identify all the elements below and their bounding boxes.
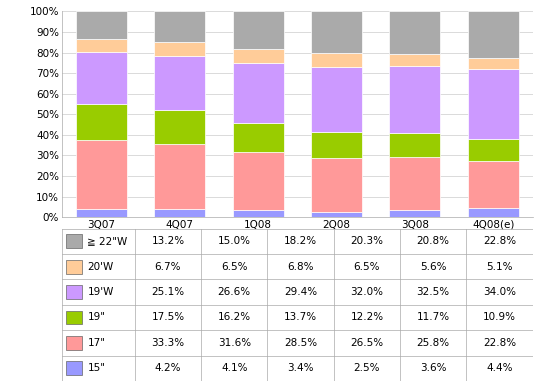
Text: 28.5%: 28.5% xyxy=(284,338,317,348)
Text: 20.8%: 20.8% xyxy=(416,236,450,246)
Text: 33.3%: 33.3% xyxy=(151,338,185,348)
Bar xyxy=(154,56,205,110)
Bar xyxy=(468,208,519,217)
Bar xyxy=(76,140,126,208)
Bar xyxy=(154,11,205,42)
Bar xyxy=(232,123,284,152)
Text: 4.4%: 4.4% xyxy=(486,363,513,373)
Text: 3.4%: 3.4% xyxy=(287,363,314,373)
Text: 4.1%: 4.1% xyxy=(221,363,247,373)
Text: 25.1%: 25.1% xyxy=(151,287,185,297)
Bar xyxy=(311,11,362,53)
Bar xyxy=(468,69,519,139)
Text: 20'W: 20'W xyxy=(87,262,114,272)
Text: 12.2%: 12.2% xyxy=(350,312,384,322)
Text: 6.8%: 6.8% xyxy=(287,262,314,272)
Text: 34.0%: 34.0% xyxy=(483,287,516,297)
Bar xyxy=(66,336,82,350)
Text: 13.7%: 13.7% xyxy=(284,312,317,322)
Bar xyxy=(232,63,284,123)
Bar xyxy=(154,42,205,56)
Text: 4.2%: 4.2% xyxy=(155,363,181,373)
Bar xyxy=(66,361,82,375)
Bar xyxy=(66,311,82,325)
Text: 31.6%: 31.6% xyxy=(218,338,251,348)
Bar xyxy=(311,67,362,133)
Text: 17": 17" xyxy=(87,338,105,348)
Text: 3.6%: 3.6% xyxy=(420,363,447,373)
Bar xyxy=(468,11,519,58)
Text: 6.5%: 6.5% xyxy=(221,262,247,272)
Text: 6.7%: 6.7% xyxy=(155,262,181,272)
Bar xyxy=(311,133,362,157)
Text: 6.5%: 6.5% xyxy=(353,262,380,272)
Bar xyxy=(232,210,284,217)
Bar xyxy=(468,139,519,161)
Bar xyxy=(468,161,519,208)
Text: 32.5%: 32.5% xyxy=(416,287,450,297)
Bar xyxy=(76,11,126,38)
Bar xyxy=(76,104,126,140)
Bar xyxy=(76,52,126,104)
Text: 15.0%: 15.0% xyxy=(218,236,251,246)
Bar xyxy=(154,144,205,209)
Text: 26.6%: 26.6% xyxy=(218,287,251,297)
Text: 18.2%: 18.2% xyxy=(284,236,317,246)
Text: 5.1%: 5.1% xyxy=(486,262,513,272)
Bar xyxy=(232,152,284,210)
Text: 10.9%: 10.9% xyxy=(483,312,516,322)
Bar xyxy=(66,234,82,248)
Text: 29.4%: 29.4% xyxy=(284,287,317,297)
Text: 22.8%: 22.8% xyxy=(483,236,516,246)
Bar xyxy=(311,157,362,212)
Text: 2.5%: 2.5% xyxy=(353,363,380,373)
Bar xyxy=(66,285,82,299)
Text: 15": 15" xyxy=(87,363,105,373)
Bar xyxy=(232,11,284,49)
Text: 22.8%: 22.8% xyxy=(483,338,516,348)
Bar xyxy=(390,133,441,157)
Text: 20.3%: 20.3% xyxy=(350,236,384,246)
Bar xyxy=(390,210,441,217)
Text: 5.6%: 5.6% xyxy=(420,262,447,272)
Bar xyxy=(390,11,441,54)
Bar xyxy=(154,110,205,144)
Bar xyxy=(76,38,126,52)
Bar xyxy=(232,49,284,63)
Bar xyxy=(468,58,519,69)
Text: 19'W: 19'W xyxy=(87,287,114,297)
Text: 17.5%: 17.5% xyxy=(151,312,185,322)
Bar xyxy=(390,66,441,133)
Bar xyxy=(66,260,82,274)
Bar xyxy=(311,53,362,67)
Bar xyxy=(390,54,441,66)
Text: ≧ 22"W: ≧ 22"W xyxy=(87,236,128,246)
Bar xyxy=(390,157,441,210)
Text: 26.5%: 26.5% xyxy=(350,338,384,348)
Text: 25.8%: 25.8% xyxy=(416,338,450,348)
Bar xyxy=(311,212,362,217)
Bar xyxy=(154,209,205,217)
Bar xyxy=(76,208,126,217)
Text: 19": 19" xyxy=(87,312,105,322)
Text: 13.2%: 13.2% xyxy=(151,236,185,246)
Text: 11.7%: 11.7% xyxy=(416,312,450,322)
Text: 32.0%: 32.0% xyxy=(350,287,384,297)
Text: 16.2%: 16.2% xyxy=(218,312,251,322)
